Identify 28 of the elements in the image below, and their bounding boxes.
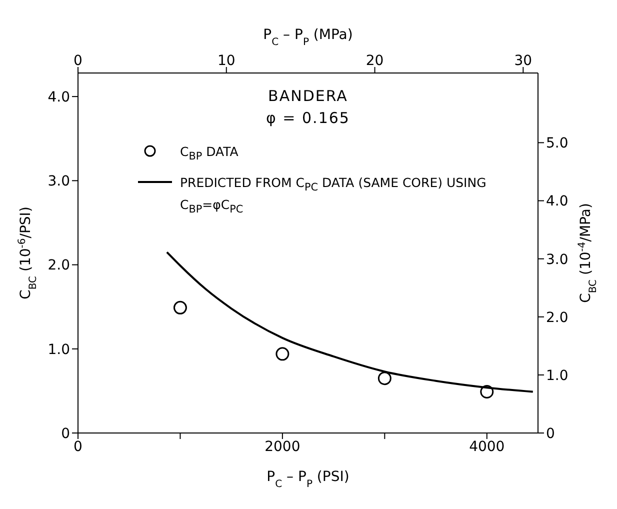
annotation: φ = 0.165 [265,108,351,129]
point [276,347,290,361]
x-tick-label: 2000 [264,438,300,455]
x2-tick-label: 10 [217,53,236,69]
x-tick-label: 0 [74,438,82,455]
y-tick-label: 0 [61,426,70,442]
x2-axis-title: P$_{C}$ – P$_{P}$ (MPa) [263,27,353,48]
legend-label: C$_{BP}$ DATA [180,143,238,164]
y-tick-label: 4.0 [48,90,70,106]
y-tick-label: 3.0 [48,174,70,190]
y2-tick-label: 5.0 [546,136,568,152]
x-axis-title: P$_{C}$ – P$_{P}$ (PSI) [266,469,350,490]
y2-tick-label: 4.0 [546,194,568,210]
y-tick-label: 2.0 [48,258,70,274]
annotation: BANDERA [267,86,349,107]
x-tick-label: 4000 [469,438,505,455]
y2-tick-label: 0 [546,426,555,442]
x2-tick-label: 30 [514,53,532,69]
point [173,300,187,314]
y-tick-label: 1.0 [48,342,70,358]
y2-tick-label: 1.0 [546,368,568,384]
point [480,385,494,399]
y2-tick-label: 2.0 [546,310,568,326]
point [378,372,392,386]
text: PREDICTED FROM C$_{PC}$ DATA (SAME CORE) USING C$_{BP}$=φC$_{PC}$ [180,174,486,216]
x2-tick-label: 20 [366,53,384,69]
x2-tick-label: 0 [74,53,82,69]
y2-tick-label: 3.0 [546,252,568,268]
